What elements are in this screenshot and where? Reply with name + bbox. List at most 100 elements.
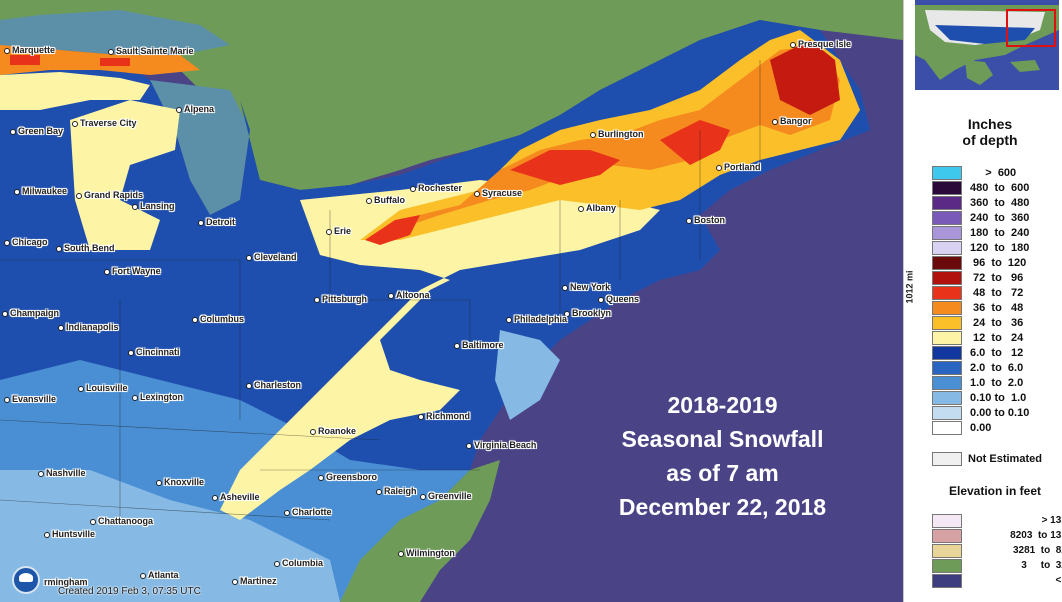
legend-label: > 13124 (1041, 515, 1062, 526)
city-label: Altoona (396, 290, 430, 300)
city-lansing: Lansing (132, 201, 175, 211)
city-dot-icon (388, 292, 394, 299)
city-south-bend: South Bend (56, 243, 115, 253)
city-label: Atlanta (148, 570, 179, 580)
city-label: Chattanooga (98, 516, 153, 526)
city-label: Sault Sainte Marie (116, 46, 194, 56)
legend-title-line: of depth (962, 132, 1018, 148)
legend-label: 6.0 to 12 (970, 347, 1024, 359)
legend-swatch (932, 196, 962, 210)
legend-swatch (932, 226, 962, 240)
city-pittsburgh: Pittsburgh (314, 294, 367, 304)
legend-swatch (932, 514, 962, 528)
legend-title-line: Inches (967, 116, 1013, 132)
city-label: Philadelphia (514, 314, 568, 324)
snow-48-72-vermont (660, 120, 730, 165)
city-label: Louisville (86, 383, 128, 393)
legend-label: 36 to 48 (970, 302, 1024, 314)
city-dot-icon (716, 164, 722, 171)
legend-swatch (932, 286, 962, 300)
city-label: Burlington (598, 129, 644, 139)
city-dot-icon (274, 560, 280, 567)
city-label: Raleigh (384, 486, 417, 496)
legend-label: 24 to 36 (970, 317, 1024, 329)
city-label: Albany (586, 203, 617, 213)
city-charleston: Charleston (246, 380, 301, 390)
snow-12-24-appalachian (220, 180, 660, 520)
city-dot-icon (366, 197, 372, 204)
city-label: Knoxville (164, 477, 205, 487)
city-dot-icon (90, 518, 96, 525)
city-label: Brooklyn (572, 308, 612, 318)
city-label: Bangor (780, 116, 812, 126)
city-label: Cincinnati (136, 347, 180, 357)
city-milwaukee: Milwaukee (14, 186, 67, 196)
city-dot-icon (578, 205, 584, 212)
legend-label: 480 to 600 (970, 182, 1030, 194)
city-columbus-oh: Columbus (192, 314, 244, 324)
city-label: Lansing (140, 201, 175, 211)
overview-inset-map[interactable] (915, 0, 1059, 90)
city-dot-icon (10, 128, 16, 135)
city-label: Greensboro (326, 472, 378, 482)
city-queens: Queens (598, 294, 639, 304)
city-nashville: Nashville (38, 468, 86, 478)
legend-title: Inches of depth (930, 116, 1050, 148)
legend-swatch (932, 544, 962, 558)
caption-line: as of 7 am (666, 460, 779, 486)
created-timestamp: Created 2019 Feb 3, 07:35 UTC (58, 586, 201, 597)
city-portland: Portland (716, 162, 761, 172)
legend-label: 360 to 480 (970, 197, 1030, 209)
scale-label: 1012 mi (904, 270, 915, 304)
city-dot-icon (454, 342, 460, 349)
city-label: Asheville (220, 492, 260, 502)
legend-swatch (932, 211, 962, 225)
city-dot-icon (4, 47, 10, 54)
city-presque-isle: Presque Isle (790, 39, 851, 49)
city-label: Virginia Beach (474, 440, 537, 450)
city-dot-icon (410, 185, 416, 192)
city-label: Milwaukee (22, 186, 68, 196)
city-rochester: Rochester (410, 183, 462, 193)
city-dot-icon (772, 118, 778, 125)
city-columbia: Columbia (274, 558, 323, 568)
city-dot-icon (418, 413, 424, 420)
city-dot-icon (326, 228, 332, 235)
city-label: Alpena (184, 104, 215, 114)
city-traverse-city: Traverse City (72, 118, 137, 128)
legend-swatch (932, 361, 962, 375)
city-label: Huntsville (52, 529, 96, 539)
legend-label: 3 to 3281 (1021, 560, 1062, 571)
legend-label: 120 to 180 (970, 242, 1030, 254)
city-label: Rochester (418, 183, 463, 193)
snowfall-map: Marquette Sault Sainte Marie Presque Isl… (0, 0, 903, 602)
city-dot-icon (4, 396, 10, 403)
canada-land (0, 0, 903, 190)
legend-label: 0.00 to 0.10 (970, 407, 1030, 419)
city-virginia-beach: Virginia Beach (466, 440, 536, 450)
city-label: Queens (606, 294, 640, 304)
city-sault-sainte-marie: Sault Sainte Marie (108, 46, 194, 56)
legend-label: 96 to 120 (970, 257, 1027, 269)
city-label: Richmond (426, 411, 470, 421)
legend-swatch (932, 376, 962, 390)
city-louisville: Louisville (78, 383, 128, 393)
city-huntsville: Huntsville (44, 529, 95, 539)
coastal-land (340, 460, 500, 602)
city-label: Martinez (240, 576, 277, 586)
city-label: Columbia (282, 558, 324, 568)
city-label: Portland (724, 162, 761, 172)
snow-cover-trace (0, 470, 340, 602)
city-lexington: Lexington (132, 392, 183, 402)
legend-swatch (932, 346, 962, 360)
city-greenville: Greenville (420, 491, 472, 501)
city-dot-icon (506, 316, 512, 323)
city-wilmington: Wilmington (398, 548, 455, 558)
city-green-bay: Green Bay (10, 126, 63, 136)
city-bangor: Bangor (772, 116, 812, 126)
legend-swatch (932, 529, 962, 543)
legend-swatch (932, 316, 962, 330)
city-label: Syracuse (482, 188, 523, 198)
city-dot-icon (376, 488, 382, 495)
city-philadelphia: Philadelphia (506, 314, 567, 324)
